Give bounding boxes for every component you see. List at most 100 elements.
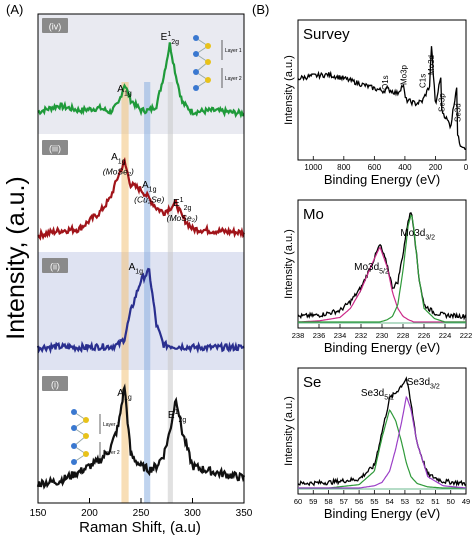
se-trace: [298, 395, 467, 489]
layer-inset-iv: [193, 35, 223, 91]
raman-x-tick-label: 350: [236, 508, 253, 519]
survey-x-tick-label: 400: [398, 163, 412, 172]
mo-x-tick-label: 224: [439, 331, 452, 340]
a1g-cu2se-band: [144, 82, 151, 503]
mo-x-tick-label: 234: [334, 331, 347, 340]
raman-subpanel-bg: [38, 14, 244, 134]
survey-peak-label: O1s: [381, 75, 390, 90]
raman-trace-3: [36, 267, 245, 355]
inset-atom: [71, 459, 77, 465]
mo-y-axis-label: Intensity (a.u.): [283, 229, 295, 299]
raman-x-tick-label: 150: [30, 508, 47, 519]
mo-x-tick-label: 228: [397, 331, 410, 340]
inset-atom: [83, 417, 89, 423]
peak-label: A1g (MoSe₂): [103, 152, 134, 177]
peak-label: E12g: [161, 31, 179, 46]
subpanel-tag-box: [42, 258, 68, 273]
raman-subpanel-bg: [38, 252, 244, 370]
peak-label: A1g: [129, 262, 144, 276]
raman-trace-2: [37, 157, 246, 241]
survey-y-axis-label: Intensity (a.u.): [283, 55, 295, 125]
survey-peak-label: Mo3p: [399, 64, 408, 85]
subpanel-tag-box: [42, 140, 68, 155]
inset-atom: [205, 77, 211, 83]
peak-label: A1g: [117, 388, 132, 402]
se-x-tick-label: 53: [401, 497, 409, 506]
se-y-axis-label: Intensity (a.u.): [283, 396, 295, 466]
inset-atom: [83, 433, 89, 439]
inset-atom: [205, 59, 211, 65]
panel-label-b: (B): [252, 2, 269, 17]
se-x-tick-label: 50: [447, 497, 455, 506]
survey-trace: [297, 46, 466, 150]
se-title: Se: [303, 374, 321, 391]
peak-label: A1g: [117, 84, 132, 98]
mo-x-axis-label: Binding Energy (eV): [324, 340, 440, 355]
survey-x-tick-label: 0: [464, 163, 469, 172]
raman-trace-1: [37, 42, 245, 119]
survey-title: Survey: [303, 26, 350, 43]
survey-peak-label: Se3d: [454, 103, 463, 122]
survey-x-axis-label: Binding Energy (eV): [324, 172, 440, 187]
inset-layer-label: Layer 1: [225, 48, 242, 54]
e12g-band: [167, 82, 173, 503]
inset-atom: [205, 43, 211, 49]
mo-x-tick-label: 236: [313, 331, 326, 340]
raman-x-axis-label: Raman Shift, (a.u): [79, 519, 201, 536]
inset-layer-label: Layer 2: [225, 76, 242, 82]
mo-trace: [298, 214, 466, 323]
inset-atom: [193, 85, 199, 91]
raman-subpanel-bg: [38, 370, 244, 503]
inset-atom: [193, 51, 199, 57]
se-x-tick-label: 56: [355, 497, 363, 506]
mo-frame: [297, 199, 467, 329]
raman-trace-4: [36, 383, 246, 490]
se-x-tick-label: 54: [385, 497, 393, 506]
mo-x-tick-label: 232: [355, 331, 368, 340]
subpanel-tag: (iii): [49, 144, 61, 154]
se-x-tick-label: 58: [324, 497, 332, 506]
a1g-mose2-band: [121, 82, 129, 503]
subpanel-tag: (iv): [49, 22, 62, 32]
se-x-tick-label: 49: [462, 497, 470, 506]
peak-label: E12g: [168, 409, 186, 424]
mo-title: Mo: [303, 206, 324, 223]
inset-atom: [193, 69, 199, 75]
se-peak-label: Se3d3/2: [407, 377, 440, 391]
mo-x-tick-label: 230: [376, 331, 389, 340]
subpanel-tag: (ii): [50, 262, 60, 272]
mo-trace: [297, 212, 467, 321]
se-trace: [297, 376, 466, 487]
se-x-tick-label: 59: [309, 497, 317, 506]
inset-atom: [83, 451, 89, 457]
raman-subpanel-bg: [38, 134, 244, 252]
inset-atom: [71, 443, 77, 449]
inset-layer-label: Layer 2: [103, 450, 120, 456]
raman-x-tick-label: 300: [184, 508, 201, 519]
survey-x-tick-label: 800: [337, 163, 351, 172]
inset-layer-label: Layer 1: [103, 422, 120, 428]
se-x-tick-label: 52: [416, 497, 424, 506]
se-x-tick-label: 51: [431, 497, 439, 506]
inset-atom: [71, 409, 77, 415]
inset-atom: [193, 35, 199, 41]
se-x-axis-label: Binding Energy (eV): [324, 506, 440, 521]
raman-y-axis-label: Intensity, (a.u.): [2, 176, 30, 340]
peak-label: A1g (Cu₂Se): [134, 180, 164, 205]
raman-x-tick-label: 250: [133, 508, 150, 519]
subpanel-tag: (i): [51, 380, 59, 390]
se-x-tick-label: 55: [370, 497, 378, 506]
mo-peak-label: Mo3d5/2: [354, 262, 389, 276]
survey-peak-label: Se3p: [437, 93, 446, 112]
survey-x-tick-label: 1000: [304, 163, 322, 172]
mo-peak-label: Mo3d3/2: [400, 228, 435, 242]
survey-x-tick-label: 200: [429, 163, 443, 172]
subpanel-tag-box: [42, 376, 68, 391]
survey-peak-label: C1s: [418, 74, 427, 88]
se-x-tick-label: 57: [340, 497, 348, 506]
se-x-tick-label: 60: [294, 497, 302, 506]
inset-atom: [71, 425, 77, 431]
mo-x-tick-label: 238: [292, 331, 305, 340]
